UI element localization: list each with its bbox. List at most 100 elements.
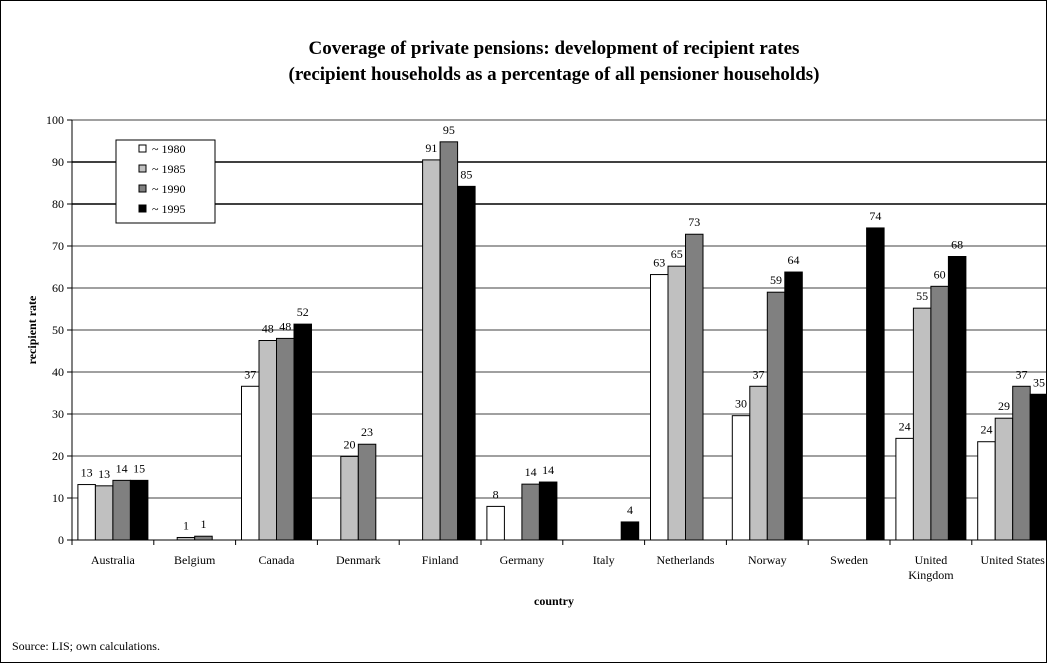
legend-swatch — [138, 184, 147, 193]
data-label: 15 — [133, 461, 145, 475]
bar — [731, 415, 751, 541]
data-label: 73 — [688, 215, 700, 229]
x-category-label: Australia — [91, 553, 136, 567]
legend-label: ~ 1990 — [152, 182, 186, 196]
x-category-label: Italy — [593, 553, 615, 567]
y-tick-label: 0 — [58, 533, 64, 547]
y-tick-label: 20 — [52, 449, 64, 463]
bar — [293, 323, 312, 541]
data-label: 85 — [460, 167, 472, 181]
data-label: 24 — [899, 419, 911, 433]
bar — [866, 227, 885, 541]
data-label: 55 — [916, 289, 928, 303]
x-category-label: United States — [981, 553, 1046, 567]
x-category-label: Canada — [259, 553, 296, 567]
data-label: 63 — [653, 256, 665, 270]
legend-swatch — [138, 144, 147, 153]
x-axis-categories: Australia Belgium Canada Denmark Finland Germ… — [71, 540, 1046, 582]
x-category-label: Germany — [500, 553, 545, 567]
data-label: 1 — [183, 518, 189, 532]
legend-label: ~ 1995 — [152, 202, 186, 216]
bar — [749, 385, 768, 541]
x-category-label: Belgium — [174, 553, 216, 567]
y-tick-label: 90 — [52, 155, 64, 169]
bar — [930, 285, 949, 541]
bar — [194, 535, 213, 541]
y-tick-label: 50 — [52, 323, 64, 337]
data-label: 8 — [493, 487, 499, 501]
bar — [77, 484, 96, 541]
data-label: 37 — [1015, 367, 1027, 381]
data-label: 29 — [998, 399, 1010, 413]
y-tick-label: 30 — [52, 407, 64, 421]
bar — [977, 441, 996, 541]
data-label: 20 — [344, 437, 356, 451]
bar — [667, 265, 686, 541]
data-label: 64 — [788, 253, 800, 267]
data-label: 13 — [81, 466, 93, 480]
data-label: 60 — [934, 267, 946, 281]
data-label: 14 — [116, 461, 128, 475]
legend-label: ~ 1985 — [152, 162, 186, 176]
data-label: 74 — [869, 209, 881, 223]
chart-title-line-1: Coverage of private pensions: developmen… — [309, 38, 800, 59]
legend-swatch — [138, 204, 147, 213]
bar — [685, 233, 704, 541]
bar — [129, 479, 149, 541]
data-label: 95 — [443, 123, 455, 137]
data-label: 91 — [425, 141, 437, 155]
y-tick-label: 10 — [52, 491, 64, 505]
data-label: 52 — [297, 305, 309, 319]
data-label: 14 — [525, 465, 537, 479]
bar — [521, 483, 540, 541]
data-label: 48 — [262, 322, 274, 336]
data-label: 48 — [279, 319, 291, 333]
bar — [895, 437, 914, 541]
bar — [357, 443, 377, 541]
bar — [912, 307, 932, 541]
bar — [1012, 385, 1031, 541]
y-axis-ticks: 0 10 20 30 40 50 60 70 80 90 100 — [46, 113, 72, 547]
bar — [994, 417, 1014, 541]
bar — [486, 505, 505, 541]
x-category-label: Sweden — [830, 553, 868, 567]
bar — [457, 185, 476, 541]
bar — [112, 479, 131, 541]
source-note: Source: LIS; own calculations. — [12, 639, 160, 653]
y-axis-title: recipient rate — [25, 295, 39, 364]
y-tick-label: 70 — [52, 239, 64, 253]
x-category-label: Kingdom — [908, 568, 954, 582]
data-label: 4 — [627, 503, 633, 517]
legend-box — [115, 139, 216, 224]
x-axis-title: country — [534, 594, 574, 608]
bar — [620, 521, 640, 541]
legend: ~ 1980 ~ 1985 ~ 1990 ~ 1995 — [115, 139, 216, 224]
data-label: 24 — [980, 423, 992, 437]
data-label: 68 — [951, 238, 963, 252]
data-label: 59 — [770, 273, 782, 287]
y-tick-label: 80 — [52, 197, 64, 211]
bars — [77, 141, 1047, 541]
bar — [538, 481, 558, 541]
x-category-label: Norway — [748, 553, 787, 567]
data-label: 37 — [244, 367, 256, 381]
chart-title-line-2: (recipient households as a percentage of… — [289, 64, 820, 85]
data-label: 1 — [200, 517, 206, 531]
bar — [340, 455, 359, 541]
data-label: 35 — [1033, 375, 1045, 389]
data-label: 37 — [753, 367, 765, 381]
legend-swatch — [138, 164, 147, 173]
data-label: 30 — [735, 397, 747, 411]
x-category-label: Finland — [422, 553, 459, 567]
x-category-label: United — [915, 553, 948, 567]
bar — [276, 337, 295, 541]
legend-label: ~ 1980 — [152, 142, 186, 156]
bar — [258, 340, 277, 541]
y-tick-label: 60 — [52, 281, 64, 295]
bar — [947, 256, 967, 541]
y-tick-label: 100 — [46, 113, 64, 127]
data-label: 13 — [98, 467, 110, 481]
bar — [422, 159, 441, 541]
